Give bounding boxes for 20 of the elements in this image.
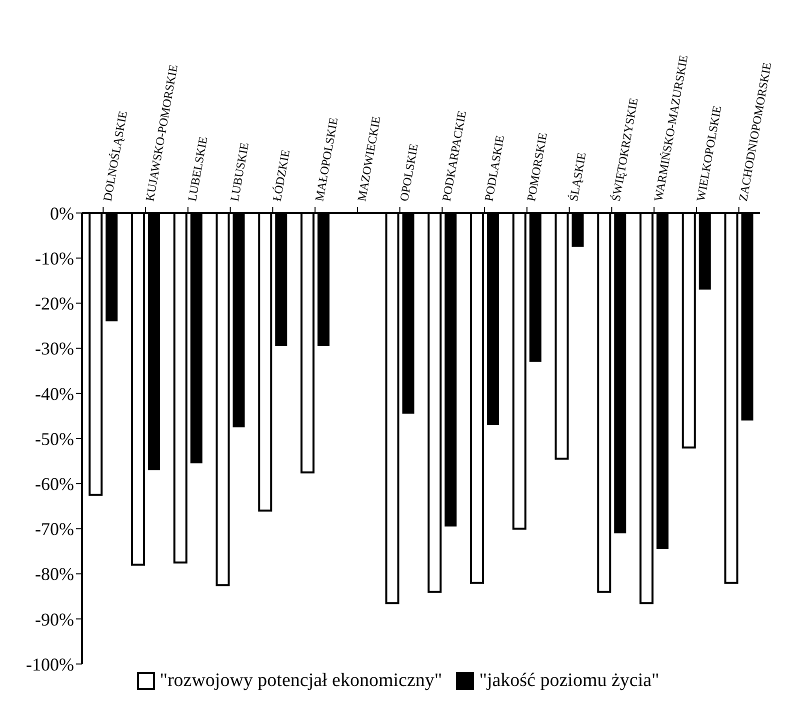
x-tick-label: LUBUSKIE: [227, 141, 252, 202]
legend-label: "rozwojowy potencjał ekonomiczny": [160, 670, 442, 692]
legend-label: "jakość poziomu życia": [479, 670, 660, 692]
y-tick-label: -50%: [35, 428, 74, 449]
y-tick-label: -90%: [35, 609, 74, 630]
y-tick-label: -30%: [35, 338, 74, 359]
y-tick-label: -60%: [35, 474, 74, 494]
y-tick-label: 0%: [50, 203, 74, 224]
y-tick-label: -10%: [35, 248, 74, 268]
y-tick-label: -20%: [35, 294, 74, 314]
x-tick-label: OPOLSKIE: [396, 142, 421, 202]
y-tick-label: -80%: [35, 564, 74, 584]
x-tick-label: POMORSKIE: [524, 131, 550, 202]
x-tick-label: ŚLĄSKIE: [566, 151, 589, 202]
y-tick-label: -70%: [35, 519, 74, 540]
x-tick-label: LUBELSKIE: [185, 135, 210, 202]
x-tick-label: ŁÓDZKIE: [270, 148, 293, 202]
y-tick-label: -100%: [26, 654, 74, 674]
y-tick-label: -40%: [35, 384, 74, 404]
x-tick-label: PODLASKIE: [482, 134, 508, 202]
